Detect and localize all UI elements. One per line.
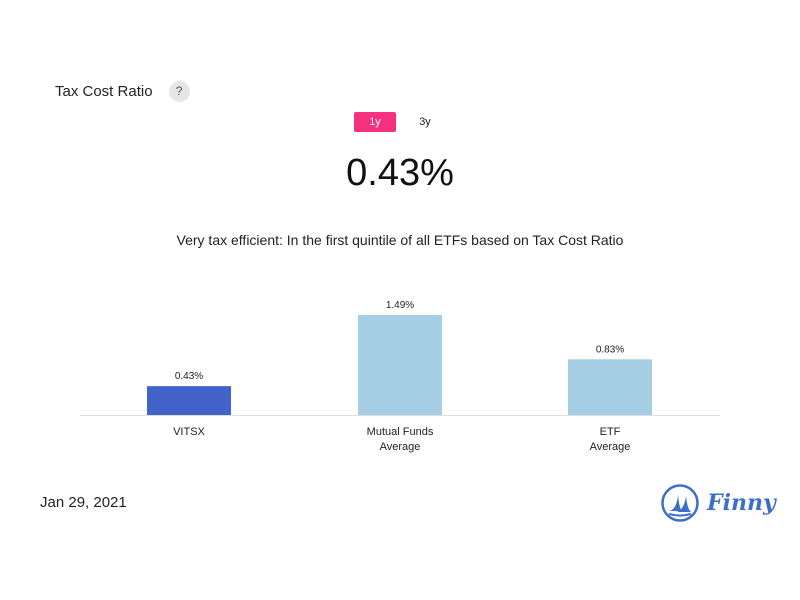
page-title: Tax Cost Ratio bbox=[55, 82, 153, 100]
efficiency-description: Very tax efficient: In the first quintil… bbox=[176, 232, 624, 248]
bar-1[interactable] bbox=[358, 315, 442, 415]
period-1y-button[interactable]: 1y bbox=[354, 112, 396, 132]
period-toggle: 1y 3y bbox=[0, 112, 800, 132]
title-row: Tax Cost Ratio ? bbox=[55, 80, 190, 102]
brand-name: Finny bbox=[707, 490, 776, 516]
finny-sail-icon bbox=[661, 484, 699, 522]
data-label-2: 0.83% bbox=[596, 344, 624, 355]
category-label-1-0: Mutual Funds bbox=[367, 426, 434, 438]
category-label-0-0: VITSX bbox=[173, 426, 205, 438]
category-label-2-0: ETF bbox=[600, 426, 621, 438]
category-label-1-1: Average bbox=[380, 441, 421, 453]
bar-0[interactable] bbox=[147, 386, 231, 415]
as-of-date: Jan 29, 2021 bbox=[40, 494, 127, 511]
period-3y-button[interactable]: 3y bbox=[419, 116, 431, 128]
data-label-1: 1.49% bbox=[386, 300, 414, 311]
finny-logo[interactable]: Finny bbox=[660, 483, 776, 523]
data-label-0: 0.43% bbox=[175, 371, 203, 382]
category-label-2-1: Average bbox=[590, 441, 631, 453]
tax-cost-ratio-value: 0.43% bbox=[346, 152, 454, 194]
bar-2[interactable] bbox=[568, 359, 652, 415]
comparison-bar-chart: 0.43% VITSX 1.49% Mutual Funds Average 0.83% E… bbox=[80, 300, 720, 453]
help-icon[interactable]: ? bbox=[168, 80, 190, 102]
